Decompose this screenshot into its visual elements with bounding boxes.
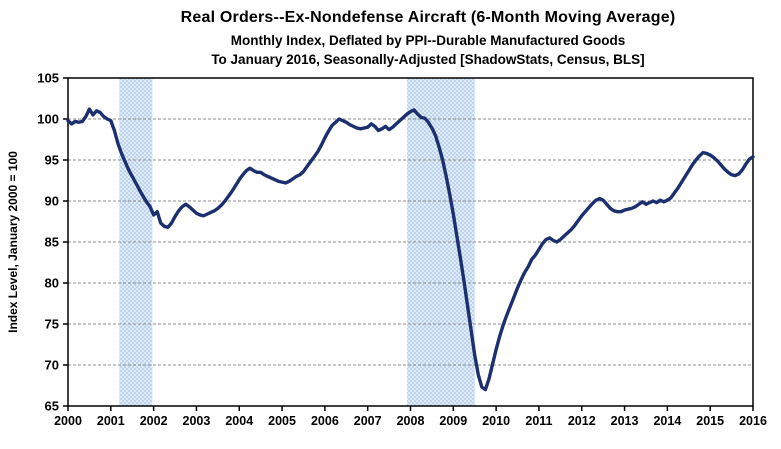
x-tick-label: 2001 <box>97 414 125 428</box>
y-tick-label: 105 <box>37 71 59 86</box>
y-tick-label: 75 <box>45 317 59 332</box>
x-tick-label: 2014 <box>653 414 681 428</box>
x-tick-label: 2010 <box>482 414 510 428</box>
chart-subtitle-line2: To January 2016, Seasonally-Adjusted [Sh… <box>211 52 645 67</box>
y-tick-label: 95 <box>45 153 59 168</box>
chart-title: Real Orders--Ex-Nondefense Aircraft (6-M… <box>180 9 676 26</box>
x-tick-label: 2006 <box>311 414 339 428</box>
series-line <box>66 107 755 392</box>
y-tick-label: 85 <box>45 235 59 250</box>
x-tick-label: 2009 <box>439 414 467 428</box>
chart-subtitle-line1: Monthly Index, Deflated by PPI--Durable … <box>230 33 626 48</box>
x-tick-label: 2002 <box>140 414 168 428</box>
x-tick-label: 2015 <box>696 414 724 428</box>
x-tick-label: 2008 <box>397 414 425 428</box>
y-tick-label: 65 <box>45 399 59 414</box>
x-tick-label: 2000 <box>54 414 82 428</box>
y-tick-label: 90 <box>45 194 59 209</box>
y-tick-label: 70 <box>45 358 59 373</box>
x-tick-label: 2016 <box>739 414 767 428</box>
x-tick-label: 2013 <box>611 414 639 428</box>
x-tick-label: 2012 <box>568 414 596 428</box>
y-tick-label: 100 <box>37 112 59 127</box>
x-tick-label: 2003 <box>183 414 211 428</box>
x-tick-label: 2005 <box>268 414 296 428</box>
x-tick-label: 2004 <box>225 414 253 428</box>
x-tick-label: 2011 <box>525 414 552 428</box>
x-tick-label: 2007 <box>354 414 382 428</box>
y-tick-label: 80 <box>45 276 59 291</box>
y-axis-title: Index Level, January 2000 = 100 <box>6 151 20 333</box>
